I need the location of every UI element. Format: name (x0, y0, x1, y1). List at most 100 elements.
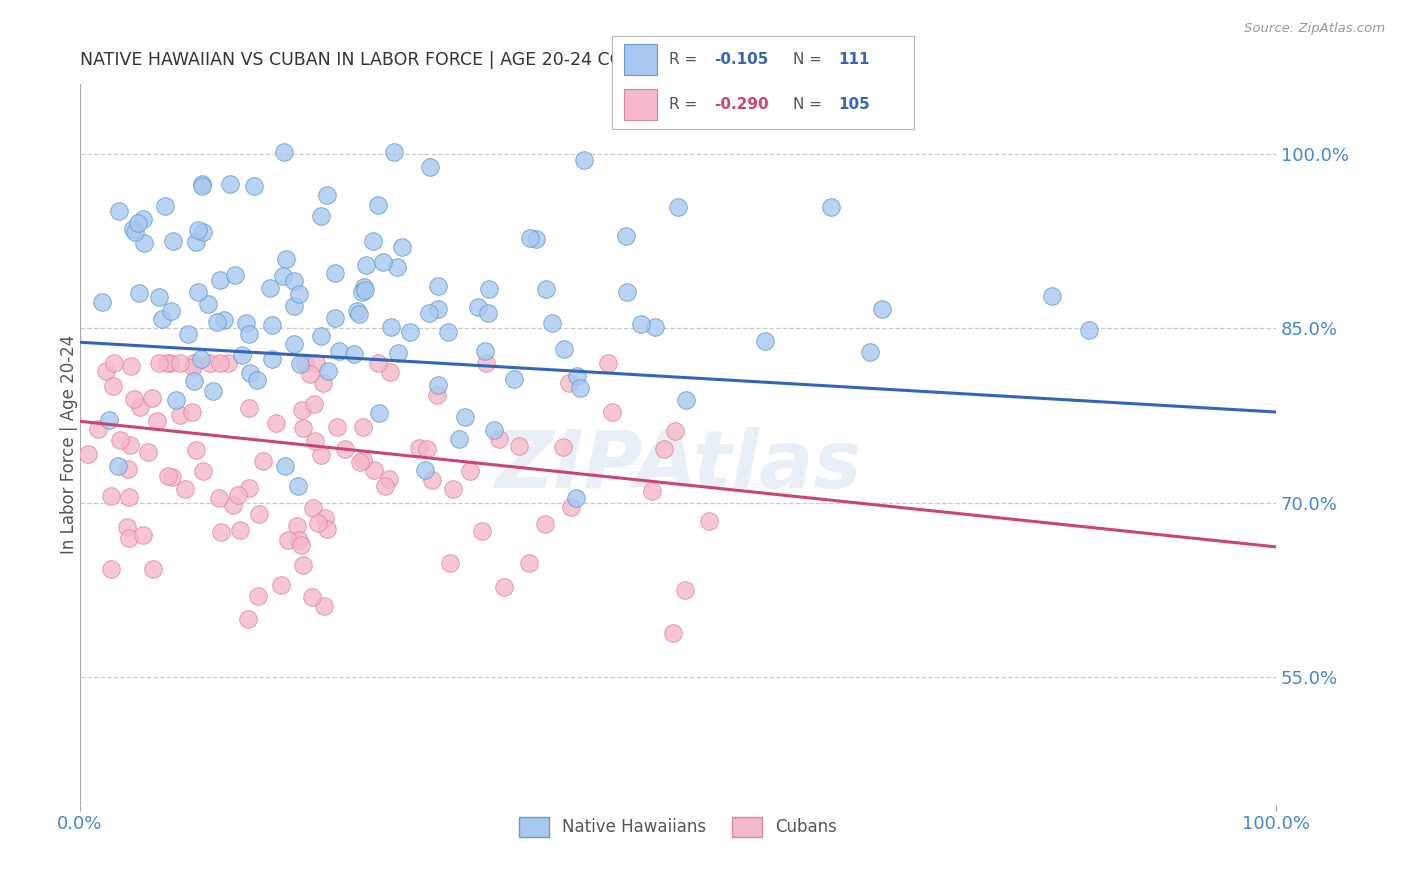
Point (187, 223, 209, 237)
Point (128, 400, 150, 414)
Point (181, 359, 204, 374)
Point (354, 258, 377, 272)
Point (870, 302, 893, 317)
Point (541, 316, 564, 330)
Point (169, 356, 191, 370)
Point (131, 528, 153, 542)
Point (285, 519, 308, 533)
Point (326, 420, 349, 434)
Point (190, 178, 212, 192)
Point (124, 225, 146, 239)
Point (160, 470, 183, 484)
Point (145, 414, 167, 428)
Point (141, 391, 163, 405)
Point (352, 452, 374, 467)
Point (77, 447, 100, 461)
Point (315, 187, 337, 202)
Point (492, 580, 515, 594)
Point (118, 490, 141, 504)
Point (122, 222, 145, 236)
Point (287, 479, 309, 493)
Point (100, 489, 122, 503)
Legend: Native Hawaiians, Cubans: Native Hawaiians, Cubans (512, 810, 844, 844)
Point (243, 178, 266, 193)
Point (108, 203, 131, 218)
Point (652, 442, 675, 457)
Point (277, 533, 299, 547)
Y-axis label: In Labor Force | Age 20-24: In Labor Force | Age 20-24 (60, 334, 77, 554)
Point (614, 228, 637, 243)
Point (229, 523, 252, 537)
Text: N =: N = (793, 97, 827, 112)
Point (148, 290, 170, 304)
Point (91, 294, 114, 309)
Point (309, 448, 332, 462)
Point (157, 469, 180, 483)
Point (246, 589, 269, 603)
Point (155, 199, 177, 213)
Point (859, 344, 882, 359)
Point (551, 440, 574, 454)
Point (350, 285, 373, 300)
Point (120, 359, 142, 373)
Point (132, 211, 155, 226)
Point (238, 401, 260, 415)
Point (335, 442, 357, 456)
Point (519, 231, 541, 245)
Point (309, 210, 332, 224)
Point (127, 216, 149, 230)
Point (107, 459, 129, 474)
Point (180, 405, 202, 419)
Point (408, 442, 430, 456)
Point (368, 406, 391, 420)
Point (305, 356, 328, 370)
Point (100, 562, 122, 576)
Point (363, 463, 385, 477)
Point (301, 590, 323, 604)
Point (482, 423, 505, 437)
Point (128, 285, 150, 300)
Point (262, 352, 284, 367)
Point (291, 402, 314, 417)
Point (502, 372, 524, 386)
Point (298, 367, 321, 381)
Point (156, 356, 179, 370)
Point (231, 348, 253, 362)
Point (398, 326, 420, 340)
Point (387, 346, 409, 360)
Point (122, 392, 145, 407)
Point (160, 304, 183, 318)
Point (103, 356, 125, 370)
Point (1078, 323, 1101, 337)
Point (315, 522, 337, 536)
Point (270, 578, 292, 592)
Point (283, 274, 305, 288)
Point (673, 583, 696, 598)
Point (249, 507, 271, 521)
Point (169, 408, 191, 422)
Point (439, 556, 461, 570)
Point (517, 556, 540, 570)
Point (349, 455, 371, 469)
Point (224, 268, 246, 282)
Point (458, 464, 481, 478)
Point (413, 463, 436, 477)
Point (347, 307, 370, 321)
Point (288, 357, 311, 371)
Point (238, 326, 260, 341)
Point (283, 299, 305, 313)
Point (259, 281, 281, 295)
Point (754, 334, 776, 349)
Point (202, 384, 225, 398)
Point (209, 272, 232, 286)
Text: ZIPAtlas: ZIPAtlas (495, 427, 860, 505)
Point (553, 342, 575, 356)
Point (209, 525, 232, 540)
Point (110, 434, 132, 448)
Point (467, 301, 489, 315)
Point (162, 234, 184, 248)
Point (346, 304, 368, 318)
Point (361, 234, 384, 248)
Point (697, 514, 720, 528)
Point (226, 488, 249, 502)
